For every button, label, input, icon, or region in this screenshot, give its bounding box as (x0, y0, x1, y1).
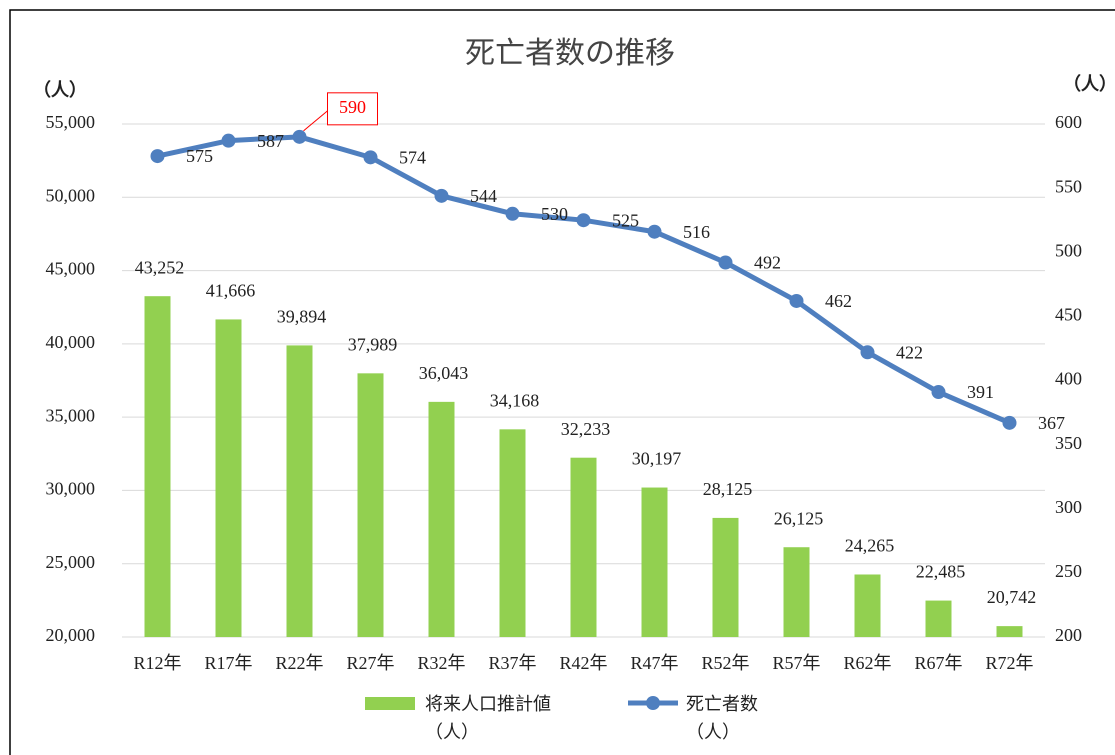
callout-leader (303, 110, 328, 132)
bar-value-label: 39,894 (277, 307, 327, 327)
y-tick-label: 25,000 (46, 552, 96, 572)
y-tick-label: 45,000 (46, 259, 96, 279)
y2-tick-label: 300 (1055, 497, 1082, 517)
line-value-label: 587 (257, 131, 284, 151)
legend-bar-swatch (365, 697, 415, 710)
y2-axis-unit: （人） (1063, 74, 1115, 94)
x-tick-label: R52年 (701, 653, 749, 673)
bar (712, 517, 739, 637)
callout-box (327, 92, 378, 126)
bar (428, 401, 455, 637)
line-marker (576, 213, 591, 228)
line-value-label: 530 (541, 204, 568, 224)
bar-value-label: 41,666 (206, 281, 256, 301)
legend-bar-label: 将来人口推計値（人） (425, 694, 551, 742)
bar-value-label: 22,485 (916, 562, 966, 582)
line-value-label: 462 (825, 291, 852, 311)
bar (286, 345, 313, 637)
line-value-label: 544 (470, 186, 497, 206)
bar-value-label: 26,125 (774, 508, 824, 528)
x-tick-label: R42年 (559, 653, 607, 673)
x-tick-label: R12年 (133, 653, 181, 673)
y-tick-label: 50,000 (46, 185, 96, 205)
line-marker (221, 133, 236, 148)
y-tick-label: 35,000 (46, 405, 96, 425)
y2-tick-label: 200 (1055, 625, 1082, 645)
x-tick-label: R47年 (630, 653, 678, 673)
line-marker (647, 224, 662, 239)
legend-line-marker (646, 696, 660, 710)
x-tick-label: R17年 (204, 653, 252, 673)
y2-tick-label: 450 (1055, 305, 1082, 325)
x-tick-label: R62年 (843, 653, 891, 673)
bar (854, 574, 881, 637)
bar-value-label: 28,125 (703, 479, 753, 499)
line (156, 134, 1011, 426)
y-tick-label: 20,000 (46, 625, 96, 645)
x-tick-label: R57年 (772, 653, 820, 673)
bar (783, 547, 810, 637)
bar-value-label: 37,989 (348, 334, 398, 354)
x-tick-label: R22年 (275, 653, 323, 673)
line-value-label: 574 (399, 147, 426, 167)
line-value-label: 575 (186, 146, 213, 166)
x-tick-label: R72年 (985, 653, 1033, 673)
line-marker (718, 255, 733, 270)
bar-value-label: 43,252 (135, 257, 185, 277)
line-marker (292, 129, 307, 144)
y2-tick-label: 500 (1055, 240, 1082, 260)
bar-value-label: 36,043 (419, 363, 469, 383)
bar-value-label: 24,265 (845, 536, 895, 556)
x-tick-label: R37年 (488, 653, 536, 673)
bar (499, 429, 526, 637)
chart-title: 死亡者数の推移 (465, 37, 675, 70)
line-marker (150, 149, 165, 164)
bar (996, 626, 1023, 637)
line-value-label: 516 (683, 222, 710, 242)
line-marker (505, 206, 520, 221)
bar (144, 296, 171, 637)
x-tick-label: R27年 (346, 653, 394, 673)
legend-line-label: 死亡者数（人） (686, 694, 758, 742)
line-value-label: 590 (339, 97, 366, 117)
y-tick-label: 55,000 (46, 112, 96, 132)
line-marker (789, 293, 804, 308)
bar (925, 600, 952, 637)
line-marker (434, 188, 449, 203)
y2-tick-label: 350 (1055, 433, 1082, 453)
line-value-label: 367 (1038, 413, 1065, 433)
bar-value-label: 20,742 (987, 587, 1037, 607)
x-tick-label: R67年 (914, 653, 962, 673)
y2-tick-label: 550 (1055, 176, 1082, 196)
line-marker (860, 345, 875, 360)
y-axis-unit: （人） (33, 80, 87, 100)
line-value-label: 391 (967, 382, 994, 402)
bar-value-label: 32,233 (561, 419, 611, 439)
y2-tick-label: 600 (1055, 112, 1082, 132)
line-value-label: 525 (612, 210, 639, 230)
line-value-label: 422 (896, 342, 923, 362)
y2-tick-label: 250 (1055, 561, 1082, 581)
bar-value-label: 30,197 (632, 449, 682, 469)
bar (570, 457, 597, 637)
y-tick-label: 30,000 (46, 479, 96, 499)
bar (215, 319, 242, 637)
line-value-label: 492 (754, 253, 781, 273)
y-tick-label: 40,000 (46, 332, 96, 352)
x-tick-label: R32年 (417, 653, 465, 673)
bar (641, 487, 668, 637)
line-marker (1002, 415, 1017, 430)
frame (9, 9, 1115, 755)
line-marker (931, 385, 946, 400)
y2-tick-label: 400 (1055, 369, 1082, 389)
line-marker (363, 150, 378, 165)
bar-value-label: 34,168 (490, 390, 540, 410)
bar (357, 373, 384, 637)
